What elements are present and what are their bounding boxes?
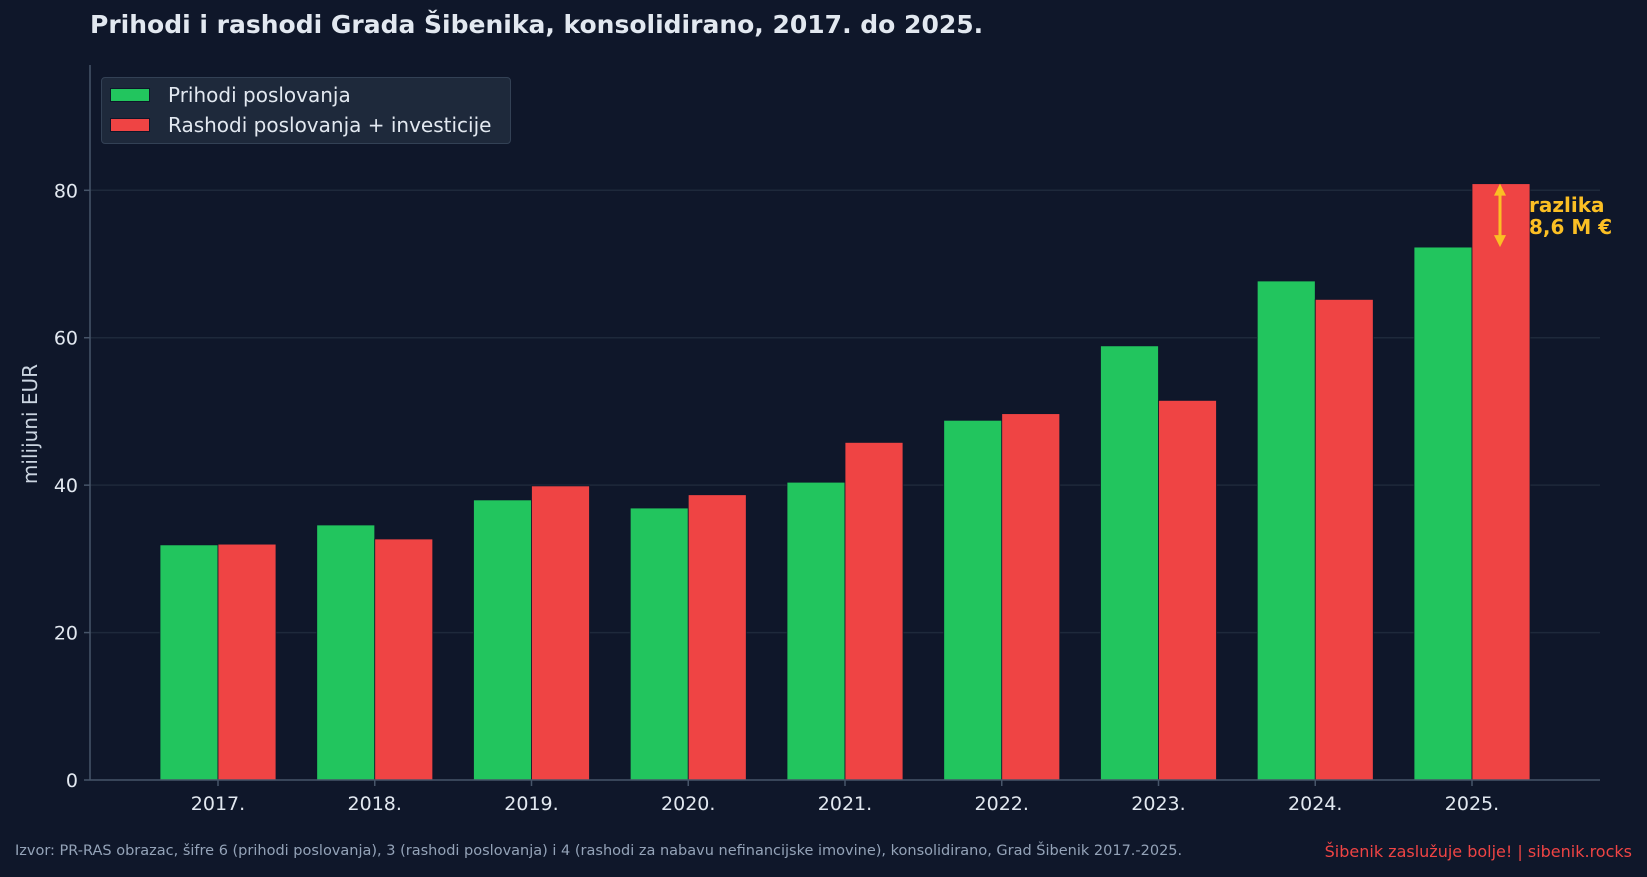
annotation-line-2: 8,6 M € — [1529, 215, 1613, 239]
y-tick-label: 60 — [54, 328, 78, 350]
x-tick-label: 2018. — [348, 793, 402, 815]
x-tick-label: 2024. — [1288, 793, 1342, 815]
x-tick-label: 2019. — [504, 793, 558, 815]
y-tick-label: 80 — [54, 180, 78, 202]
bar-rashodi-2024 — [1314, 299, 1374, 781]
bar-rashodi-2018 — [374, 538, 434, 781]
bar-prihodi-2018 — [316, 524, 376, 781]
bar-prihodi-2019 — [473, 499, 532, 781]
chart-title: Prihodi i rashodi Grada Šibenika, konsol… — [90, 10, 984, 39]
y-tick-label: 0 — [66, 770, 78, 792]
x-tick-label: 2025. — [1445, 793, 1499, 815]
arrow-head-up — [1494, 183, 1506, 196]
bar-prihodi-2023 — [1100, 345, 1159, 781]
bar-rashodi-2020 — [687, 494, 747, 781]
x-tick-label: 2023. — [1131, 793, 1185, 815]
x-tick-label: 2022. — [975, 793, 1029, 815]
bar-prihodi-2025 — [1413, 246, 1473, 781]
legend-label-prihodi: Prihodi poslovanja — [168, 83, 351, 107]
tick-labels: 0 20 40 60 80 2017. 2018. 2019. 2020. 2021. 2022. 2… — [54, 180, 1499, 815]
bar-rashodi-2022 — [1001, 413, 1061, 781]
y-tick-label: 20 — [54, 623, 78, 645]
legend-item-prihodi: Prihodi poslovanja — [110, 82, 351, 108]
x-tick-label: 2020. — [661, 793, 715, 815]
footer-brand-link[interactable]: Šibenik zaslužuje bolje! | sibenik.rocks — [1324, 842, 1632, 861]
legend-swatch-green — [110, 88, 150, 102]
bar-prihodi-2021 — [786, 481, 846, 781]
legend-swatch-red — [110, 118, 150, 132]
x-tick-label: 2021. — [818, 793, 872, 815]
y-tick-label: 40 — [54, 475, 78, 497]
bar-rashodi-2025 — [1471, 183, 1531, 781]
difference-annotation: razlika 8,6 M € — [1529, 194, 1612, 238]
bar-rashodi-2019 — [531, 485, 590, 781]
arrow-head-down — [1494, 235, 1506, 248]
annotation-arrow — [1494, 183, 1506, 248]
bars — [159, 183, 1531, 781]
bar-rashodi-2023 — [1158, 399, 1217, 781]
bar-prihodi-2020 — [629, 507, 689, 781]
bar-prihodi-2022 — [943, 419, 1003, 781]
footer-source: Izvor: PR-RAS obrazac, šifre 6 (prihodi … — [15, 843, 1183, 859]
bar-prihodi-2017 — [159, 544, 219, 781]
bar-rashodi-2017 — [217, 543, 277, 781]
bar-prihodi-2024 — [1256, 280, 1316, 781]
y-axis-label: milijuni EUR — [18, 363, 42, 485]
bar-rashodi-2021 — [844, 442, 904, 781]
x-tick-label: 2017. — [191, 793, 245, 815]
legend: Prihodi poslovanja Rashodi poslovanja + … — [101, 77, 511, 144]
legend-item-rashodi: Rashodi poslovanja + investicije — [110, 112, 491, 138]
legend-label-rashodi: Rashodi poslovanja + investicije — [168, 113, 492, 137]
annotation-line-1: razlika — [1529, 193, 1605, 217]
